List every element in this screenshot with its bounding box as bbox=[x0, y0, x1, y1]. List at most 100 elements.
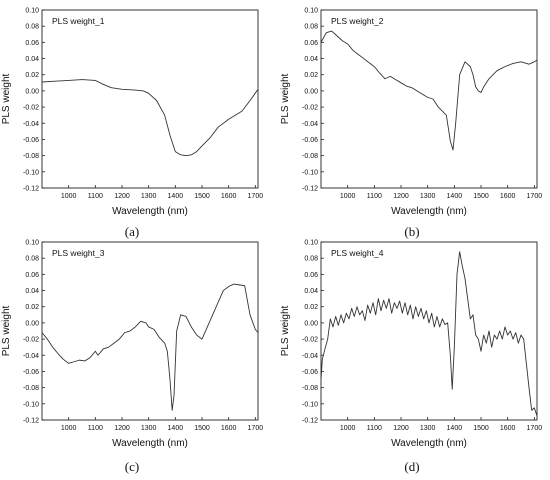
y-tick-label: 0.06 bbox=[304, 272, 318, 279]
plot-frame bbox=[41, 241, 259, 421]
plot-frame bbox=[41, 9, 259, 189]
y-tick-label: 0.02 bbox=[25, 304, 39, 311]
x-axis-label: Wavelength (nm) bbox=[391, 206, 467, 217]
series-line bbox=[320, 251, 538, 417]
x-tick-label: 1000 bbox=[61, 425, 77, 432]
x-tick-label: 1700 bbox=[248, 193, 264, 200]
y-tick-label: 0.08 bbox=[304, 256, 318, 263]
caption-d: (d) bbox=[404, 459, 419, 474]
plot-frame bbox=[320, 9, 538, 189]
x-tick-label: 1600 bbox=[500, 193, 516, 200]
x-tick-label: 1300 bbox=[141, 425, 157, 432]
x-tick-label: 1300 bbox=[420, 193, 436, 200]
plot-frame bbox=[320, 241, 538, 421]
x-tick-label: 1100 bbox=[367, 425, 382, 432]
y-tick-label: -0.02 bbox=[302, 337, 318, 344]
y-tick-label: 0.08 bbox=[25, 256, 39, 263]
x-tick-label: 1700 bbox=[248, 425, 264, 432]
series-line bbox=[41, 79, 259, 157]
x-tick-label: 1400 bbox=[447, 193, 463, 200]
y-tick-label: 0.00 bbox=[304, 88, 318, 95]
y-tick-label: -0.02 bbox=[23, 337, 39, 344]
y-axis-label: PLS weight bbox=[280, 73, 291, 124]
y-tick-label: -0.04 bbox=[302, 121, 318, 128]
panel-title: PLS weight_2 bbox=[331, 16, 384, 26]
y-tick-label: -0.12 bbox=[23, 418, 39, 425]
y-tick-label: 0.06 bbox=[304, 40, 318, 47]
y-tick-label: 0.10 bbox=[304, 8, 318, 15]
x-tick-label: 1200 bbox=[393, 193, 409, 200]
y-tick-label: 0.08 bbox=[304, 24, 318, 31]
panel-title: PLS weight_4 bbox=[331, 248, 384, 258]
y-tick-label: -0.02 bbox=[23, 105, 39, 112]
y-tick-label: -0.04 bbox=[23, 353, 39, 360]
caption-a: (a) bbox=[125, 224, 139, 239]
x-tick-label: 1600 bbox=[221, 425, 237, 432]
y-tick-label: 0.00 bbox=[304, 320, 318, 327]
x-tick-label: 1200 bbox=[114, 425, 130, 432]
y-tick-label: -0.12 bbox=[302, 186, 318, 193]
y-tick-label: 0.00 bbox=[25, 88, 39, 95]
panel-b: 1000 1100 1200 1300 1400 1500 1600 1700 -0.12 -0.… bbox=[280, 8, 542, 218]
y-tick-label: -0.08 bbox=[23, 385, 39, 392]
y-tick-label: 0.10 bbox=[304, 240, 318, 247]
y-tick-label: 0.06 bbox=[25, 272, 39, 279]
y-tick-label: -0.08 bbox=[302, 385, 318, 392]
x-tick-label: 1100 bbox=[367, 193, 382, 200]
y-tick-label: 0.02 bbox=[25, 72, 39, 79]
y-tick-label: -0.04 bbox=[302, 353, 318, 360]
x-tick-label: 1400 bbox=[168, 425, 184, 432]
x-tick-label: 1500 bbox=[194, 193, 210, 200]
y-tick-label: 0.10 bbox=[25, 8, 39, 15]
y-axis-label: PLS weight bbox=[280, 305, 291, 356]
y-tick-label: -0.12 bbox=[302, 418, 318, 425]
y-tick-label: 0.04 bbox=[25, 56, 39, 63]
y-tick-label: 0.02 bbox=[304, 304, 318, 311]
y-tick-label: -0.08 bbox=[23, 153, 39, 160]
y-tick-label: -0.10 bbox=[23, 169, 39, 176]
x-tick-label: 1600 bbox=[221, 193, 237, 200]
series-line bbox=[41, 283, 259, 411]
x-tick-label: 1300 bbox=[141, 193, 157, 200]
x-tick-label: 1100 bbox=[88, 193, 103, 200]
y-tick-label: -0.04 bbox=[23, 121, 39, 128]
x-tick-label: 1500 bbox=[194, 425, 210, 432]
x-tick-label: 1200 bbox=[114, 193, 130, 200]
x-tick-label: 1000 bbox=[61, 193, 77, 200]
x-tick-label: 1700 bbox=[527, 193, 543, 200]
x-tick-label: 1000 bbox=[340, 193, 356, 200]
panel-a: 1000 1100 1200 1300 1400 1500 1600 1700 -0.12 -0.… bbox=[1, 8, 263, 218]
y-axis-label: PLS weight bbox=[1, 73, 12, 124]
y-tick-label: -0.06 bbox=[23, 137, 39, 144]
y-tick-label: 0.06 bbox=[25, 40, 39, 47]
y-tick-label: -0.12 bbox=[23, 186, 39, 193]
x-tick-label: 1000 bbox=[340, 425, 356, 432]
y-tick-label: 0.04 bbox=[304, 288, 318, 295]
x-tick-label: 1700 bbox=[527, 425, 543, 432]
x-tick-label: 1100 bbox=[88, 425, 103, 432]
y-tick-label: 0.08 bbox=[25, 24, 39, 31]
y-tick-label: -0.10 bbox=[23, 401, 39, 408]
panel-c: 1000 1100 1200 1300 1400 1500 1600 1700 -0.12 -0.… bbox=[1, 240, 263, 450]
caption-c: (c) bbox=[125, 459, 139, 474]
x-axis-label: Wavelength (nm) bbox=[112, 206, 188, 217]
y-tick-label: -0.10 bbox=[302, 169, 318, 176]
y-axis-label: PLS weight bbox=[1, 305, 12, 356]
panel-title: PLS weight_3 bbox=[52, 248, 105, 258]
x-axis-label: Wavelength (nm) bbox=[112, 438, 188, 449]
x-axis-label: Wavelength (nm) bbox=[391, 438, 467, 449]
y-tick-label: -0.02 bbox=[302, 105, 318, 112]
panel-d: 1000 1100 1200 1300 1400 1500 1600 1700 -0.12 -0.… bbox=[280, 240, 542, 450]
y-tick-label: 0.10 bbox=[25, 240, 39, 247]
y-tick-label: 0.02 bbox=[304, 72, 318, 79]
y-tick-label: -0.06 bbox=[302, 369, 318, 376]
caption-b: (b) bbox=[404, 224, 419, 239]
x-tick-label: 1200 bbox=[393, 425, 409, 432]
x-tick-label: 1500 bbox=[473, 193, 489, 200]
y-tick-label: -0.10 bbox=[302, 401, 318, 408]
x-tick-label: 1300 bbox=[420, 425, 436, 432]
x-tick-label: 1400 bbox=[168, 193, 184, 200]
series-line bbox=[320, 30, 538, 151]
x-tick-label: 1400 bbox=[447, 425, 463, 432]
